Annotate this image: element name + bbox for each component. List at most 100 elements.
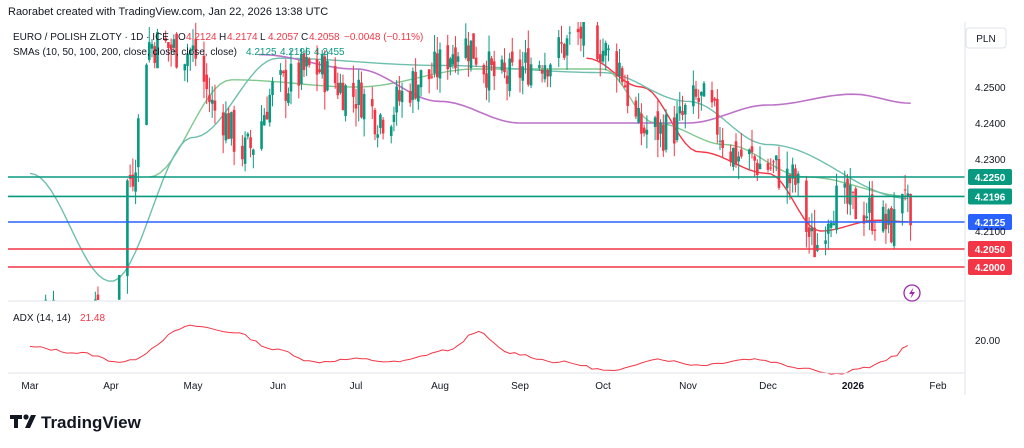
candle-body	[44, 299, 47, 301]
candle-body	[433, 51, 436, 74]
candle-body	[287, 93, 290, 103]
symbol-title[interactable]: EURO / POLISH ZLOTY · 1D · ICE	[13, 32, 169, 43]
candle-body	[172, 39, 176, 48]
candle-body	[354, 104, 358, 109]
candle-body	[469, 40, 473, 69]
candle-body	[446, 45, 450, 70]
candle-body	[344, 85, 347, 116]
time-tick-label: Jul	[350, 381, 363, 392]
sma-value-2: 4.2196	[280, 47, 311, 58]
time-tick-label: May	[184, 381, 203, 392]
candle-body	[333, 65, 337, 84]
currency-label[interactable]: PLN	[976, 34, 995, 45]
candle-body	[848, 185, 852, 205]
candle-body	[492, 61, 496, 77]
candle-body	[540, 69, 544, 74]
candle-body	[464, 38, 468, 58]
candle-body	[675, 113, 679, 141]
time-tick-label: Feb	[929, 381, 947, 392]
candle-body	[865, 216, 869, 219]
candle-body	[150, 44, 154, 49]
candle-body	[829, 222, 833, 228]
candle-body	[846, 178, 849, 204]
time-tick-label: Dec	[759, 381, 777, 392]
candle-body	[323, 56, 327, 93]
candle-body	[227, 113, 230, 139]
candle-body	[659, 122, 662, 134]
price-axis: 4.2500 4.2400 4.2300 4.2100	[975, 83, 1006, 238]
candle-body	[785, 168, 789, 188]
candle-body	[810, 227, 814, 232]
time-tick-label: Jun	[270, 381, 286, 392]
candle-body	[94, 299, 97, 301]
candle-body	[734, 141, 738, 165]
candle-body	[508, 58, 511, 91]
candle-body	[271, 81, 274, 96]
ohlc-close-label: C	[301, 32, 308, 43]
ohlc-open-label: O	[178, 32, 186, 43]
candle-body	[607, 48, 610, 51]
currency-button[interactable]: PLN	[965, 27, 1007, 49]
candle-body	[843, 183, 847, 188]
candle-body	[482, 64, 486, 75]
candle-body	[352, 82, 355, 97]
candle-body	[748, 149, 751, 155]
candle-body	[618, 62, 621, 77]
candle-body	[224, 113, 228, 141]
candle-body	[620, 68, 624, 82]
candle-body	[758, 163, 762, 170]
candle-body	[376, 134, 379, 138]
sma-line-3	[29, 57, 908, 282]
candle-body	[487, 51, 491, 91]
candle-body	[824, 240, 827, 244]
candle-body	[543, 65, 547, 80]
candle-body	[389, 126, 393, 136]
level-badge	[968, 259, 1012, 275]
candle-body	[438, 49, 442, 79]
candle-body	[281, 71, 285, 74]
candle-body	[456, 56, 460, 62]
candle-body	[52, 299, 55, 301]
price-tick-label: 4.2500	[975, 83, 1006, 94]
time-tick-label: 2026	[842, 381, 865, 392]
candle-body	[881, 206, 885, 232]
candle-body	[642, 127, 646, 134]
candle-body	[395, 86, 398, 113]
candle-body	[341, 82, 345, 111]
candle-body	[131, 174, 135, 187]
candle-body	[427, 69, 431, 80]
candle-body	[297, 62, 301, 86]
candle-body	[183, 64, 187, 71]
candle-body	[194, 38, 198, 59]
sma-legend-label[interactable]: SMAs (10, 50, 100, 200, close, close, cl…	[13, 47, 237, 58]
candle-body	[96, 294, 100, 300]
level-label: 4.2000	[975, 263, 1006, 274]
candle-body	[260, 121, 263, 149]
candle-body	[265, 111, 269, 120]
candle-body	[408, 90, 412, 103]
candle-body	[449, 58, 452, 68]
candles	[44, 22, 912, 301]
candle-body	[868, 197, 871, 213]
candle-body	[169, 44, 173, 50]
candle-body	[681, 110, 684, 115]
candle-body	[546, 69, 549, 77]
candle-body	[191, 45, 195, 50]
candle-body	[246, 133, 250, 137]
currency-button-frame[interactable]	[965, 27, 1007, 49]
candle-body	[791, 164, 794, 179]
candle-body	[909, 193, 912, 226]
candle-body	[252, 149, 255, 155]
candle-body	[835, 185, 838, 230]
candle-body	[175, 33, 178, 68]
candle-body	[485, 73, 488, 88]
candle-body	[362, 93, 366, 120]
candle-body	[769, 167, 773, 169]
lightning-icon[interactable]	[903, 284, 921, 302]
candle-body	[851, 191, 855, 193]
candle-body	[305, 56, 308, 67]
candle-body	[302, 53, 306, 70]
candle-body	[854, 188, 858, 220]
adx-title[interactable]: ADX (14, 14)	[13, 313, 71, 324]
candle-body	[320, 54, 324, 75]
